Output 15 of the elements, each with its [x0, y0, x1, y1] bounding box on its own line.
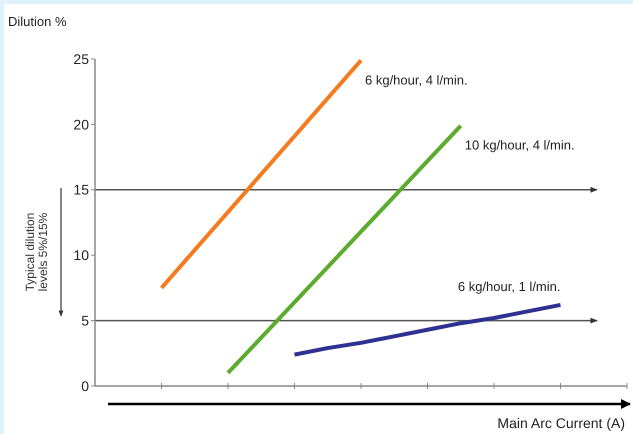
y-tick-label: 20	[73, 116, 90, 132]
y-tick-label: 5	[81, 312, 90, 328]
series-label: 10 kg/hour, 4 l/min.	[464, 138, 575, 153]
x-axis-title: Main Arc Current (A)	[497, 415, 625, 431]
y-tick-label: 10	[73, 247, 90, 264]
y-tick-label: 25	[73, 50, 90, 67]
line-series	[160, 58, 363, 290]
series-label: 6 kg/hour, 4 l/min.	[365, 72, 468, 88]
series-label: 6 kg/hour, 1 l/min.	[458, 278, 560, 294]
y-tick-label: 15	[73, 182, 90, 198]
line-series	[226, 124, 463, 375]
line-series	[292, 302, 562, 357]
text: Typical dilution levels 5%/15%	[23, 212, 50, 292]
y-tick-label: 0	[81, 378, 90, 394]
y-axis-title: Dilution %	[8, 14, 67, 29]
